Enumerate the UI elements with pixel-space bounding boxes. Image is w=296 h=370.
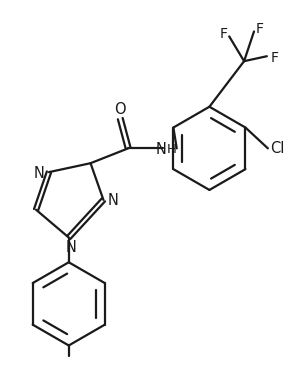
Text: H: H [167, 143, 177, 156]
Text: N: N [108, 194, 119, 208]
Text: F: F [271, 51, 279, 65]
Text: N: N [65, 240, 76, 255]
Text: N: N [33, 166, 44, 181]
Text: Cl: Cl [271, 141, 285, 156]
Text: N: N [155, 142, 166, 157]
Text: O: O [115, 102, 126, 117]
Text: F: F [256, 23, 264, 37]
Text: F: F [219, 27, 227, 41]
